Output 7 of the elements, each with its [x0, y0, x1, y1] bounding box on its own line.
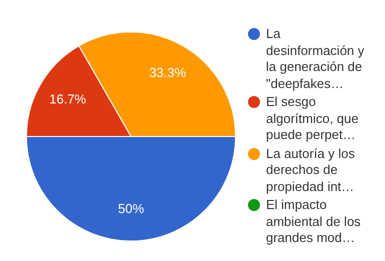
legend-label: La desinformación y la generación de "deepfakes…: [266, 26, 366, 92]
data-label: 16.7%: [49, 91, 87, 106]
data-label: 50%: [118, 201, 144, 216]
legend-label: El impacto ambiental de los grandes mod…: [266, 197, 362, 246]
legend-label: La autoría y los derechos de propiedad int…: [266, 146, 356, 195]
data-label: 33.3%: [149, 64, 187, 80]
legend-label: El sesgo algorítmico, que puede perpet…: [266, 94, 360, 144]
